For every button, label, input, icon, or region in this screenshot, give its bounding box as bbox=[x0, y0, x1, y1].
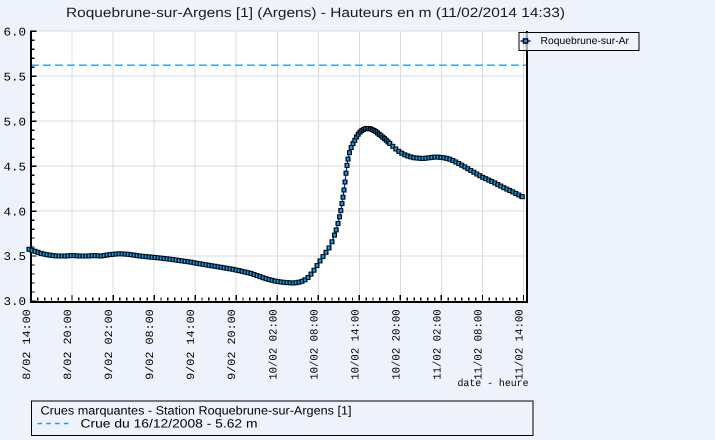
svg-text:date - heure: date - heure bbox=[458, 378, 529, 390]
svg-text:10/02 08:00: 10/02 08:00 bbox=[309, 309, 321, 380]
svg-text:9/02 02:00: 9/02 02:00 bbox=[104, 309, 116, 380]
svg-text:3.5: 3.5 bbox=[4, 250, 27, 264]
svg-text:Crue du 16/12/2008 - 5.62 m: Crue du 16/12/2008 - 5.62 m bbox=[81, 417, 258, 431]
svg-text:6.0: 6.0 bbox=[4, 25, 27, 39]
svg-text:11/02 02:00: 11/02 02:00 bbox=[432, 309, 444, 380]
svg-text:Roquebrune-sur-Argens [1] (Arg: Roquebrune-sur-Argens [1] (Argens) - Hau… bbox=[66, 5, 565, 20]
svg-text:3.0: 3.0 bbox=[4, 295, 27, 309]
svg-text:Roquebrune-sur-Ar: Roquebrune-sur-Ar bbox=[541, 36, 630, 47]
svg-text:10/02 20:00: 10/02 20:00 bbox=[391, 309, 403, 380]
svg-text:4.0: 4.0 bbox=[4, 205, 27, 219]
svg-text:10/02 02:00: 10/02 02:00 bbox=[268, 309, 280, 380]
svg-text:Crues marquantes - Station Roq: Crues marquantes - Station Roquebrune-su… bbox=[41, 404, 352, 418]
svg-text:8/02 20:00: 8/02 20:00 bbox=[63, 309, 75, 380]
svg-text:5.0: 5.0 bbox=[4, 115, 27, 129]
svg-text:10/02 14:00: 10/02 14:00 bbox=[350, 309, 362, 380]
svg-text:8/02 14:00: 8/02 14:00 bbox=[22, 309, 34, 380]
svg-text:9/02 20:00: 9/02 20:00 bbox=[227, 309, 239, 380]
svg-text:9/02 14:00: 9/02 14:00 bbox=[186, 309, 198, 380]
svg-text:5.5: 5.5 bbox=[4, 70, 27, 84]
svg-text:4.5: 4.5 bbox=[4, 160, 27, 174]
svg-text:9/02 08:00: 9/02 08:00 bbox=[145, 309, 157, 380]
svg-text:11/02 14:00: 11/02 14:00 bbox=[515, 309, 527, 380]
svg-text:11/02 08:00: 11/02 08:00 bbox=[474, 309, 486, 380]
